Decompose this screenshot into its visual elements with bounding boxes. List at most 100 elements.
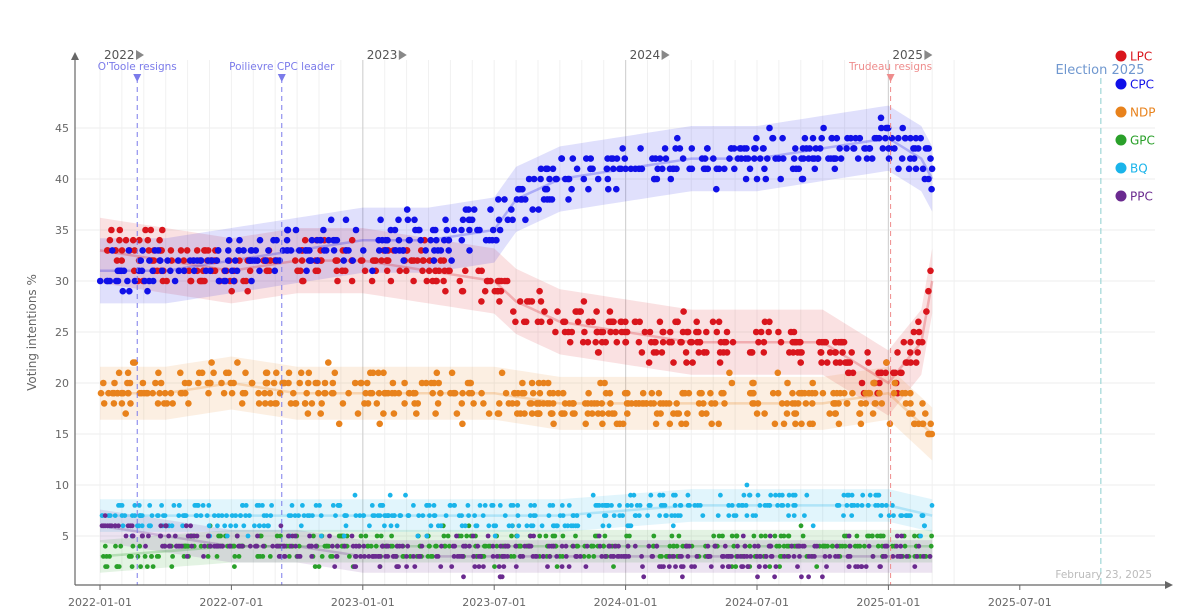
poll-point-cpc	[256, 236, 264, 244]
poll-point-ndp	[605, 410, 612, 417]
legend-dot-icon	[1115, 106, 1127, 118]
legend-item-gpc[interactable]: GPC	[1115, 134, 1155, 148]
poll-point-bq	[600, 523, 606, 529]
poll-point-ndp	[514, 410, 521, 417]
poll-point-lpc	[618, 318, 625, 326]
poll-point-cpc	[820, 124, 827, 132]
poll-point-cpc	[317, 236, 325, 244]
poll-point-lpc	[512, 318, 519, 326]
poll-point-ndp	[558, 410, 565, 417]
poll-point-ndp	[273, 369, 280, 377]
poll-point-lpc	[593, 308, 600, 315]
poll-point-cpc	[443, 226, 451, 234]
poll-point-ppc	[313, 543, 319, 549]
poll-point-ndp	[111, 379, 118, 387]
poll-point-lpc	[292, 257, 299, 264]
poll-point-cpc	[850, 145, 857, 152]
poll-point-ndp	[287, 400, 295, 407]
poll-point-ndp	[459, 420, 466, 428]
poll-point-ppc	[853, 564, 858, 569]
poll-point-ndp	[364, 400, 372, 407]
poll-point-ppc	[334, 554, 340, 559]
poll-point-ndp	[498, 369, 506, 377]
poll-point-lpc	[632, 318, 639, 326]
poll-point-ndp	[809, 379, 816, 387]
legend-item-lpc[interactable]: LPC	[1115, 50, 1153, 64]
poll-point-bq	[403, 492, 408, 498]
poll-point-ppc	[282, 543, 287, 549]
poll-point-ndp	[303, 389, 311, 397]
poll-point-bq	[224, 533, 230, 539]
legend-item-ndp[interactable]: NDP	[1115, 106, 1156, 120]
poll-point-cpc	[886, 145, 894, 152]
poll-point-ppc	[654, 543, 660, 549]
poll-point-gpc	[676, 533, 682, 539]
poll-point-cpc	[466, 247, 473, 254]
poll-point-ppc	[763, 554, 769, 559]
poll-point-bq	[238, 513, 243, 518]
poll-point-ndp	[907, 389, 914, 397]
poll-point-ndp	[684, 410, 691, 417]
poll-point-gpc	[425, 554, 431, 559]
legend-item-ppc[interactable]: PPC	[1115, 190, 1153, 204]
legend-label: LPC	[1130, 50, 1152, 64]
poll-point-ndp	[389, 379, 397, 387]
poll-point-ppc	[566, 564, 572, 569]
poll-point-lpc	[765, 328, 772, 336]
legend-item-cpc[interactable]: CPC	[1115, 78, 1155, 92]
poll-point-lpc	[419, 267, 426, 275]
poll-point-gpc	[814, 564, 820, 569]
poll-point-ppc	[694, 554, 700, 559]
poll-point-lpc	[180, 257, 188, 264]
poll-point-lpc	[456, 277, 464, 285]
poll-point-lpc	[387, 277, 395, 285]
poll-point-cpc	[360, 247, 367, 254]
poll-point-bq	[692, 503, 698, 508]
event-label: Trudeau resigns	[848, 61, 932, 73]
poll-point-ndp	[451, 389, 459, 397]
poll-point-ndp	[325, 359, 332, 366]
poll-point-cpc	[888, 134, 896, 142]
poll-point-bq	[415, 533, 421, 539]
poll-point-cpc	[798, 175, 806, 183]
legend[interactable]: LPC CPC NDP GPC BQ PPC	[1115, 50, 1156, 204]
poll-point-ppc	[741, 554, 747, 559]
poll-point-ndp	[795, 389, 803, 397]
poll-point-ndp	[849, 389, 856, 397]
poll-point-ndp	[429, 389, 437, 397]
poll-point-bq	[451, 503, 457, 508]
poll-point-lpc	[906, 349, 914, 356]
event-label: O'Toole resigns	[98, 61, 177, 73]
poll-point-ppc	[174, 543, 179, 549]
poll-point-cpc	[330, 247, 338, 254]
poll-point-cpc	[667, 175, 675, 183]
poll-point-bq	[148, 523, 153, 529]
poll-point-cpc	[811, 165, 819, 173]
poll-point-bq	[335, 503, 341, 508]
poll-point-bq	[307, 513, 312, 518]
poll-point-ppc	[373, 554, 379, 559]
poll-point-cpc	[589, 165, 596, 173]
poll-point-lpc	[552, 328, 559, 336]
poll-point-lpc	[592, 338, 599, 346]
legend-item-bq[interactable]: BQ	[1115, 162, 1148, 176]
poll-point-ppc	[191, 533, 197, 539]
poll-point-gpc	[129, 564, 135, 569]
poll-point-bq	[849, 513, 855, 518]
poll-point-lpc	[589, 318, 597, 326]
poll-point-bq	[177, 503, 182, 508]
poll-point-lpc	[348, 236, 356, 244]
poll-point-ndp	[753, 410, 761, 417]
poll-point-lpc	[666, 338, 673, 346]
year-label: 2023	[367, 48, 398, 62]
poll-point-cpc	[489, 226, 497, 234]
poll-point-ppc	[740, 533, 746, 539]
poll-point-cpc	[843, 145, 850, 152]
year-label: 2025	[892, 48, 923, 62]
poll-point-ndp	[109, 389, 116, 397]
poll-point-ndp	[652, 420, 660, 428]
poll-point-lpc	[462, 267, 469, 275]
poll-point-lpc	[645, 359, 653, 366]
poll-point-ppc	[547, 554, 552, 559]
poll-point-bq	[672, 503, 678, 508]
